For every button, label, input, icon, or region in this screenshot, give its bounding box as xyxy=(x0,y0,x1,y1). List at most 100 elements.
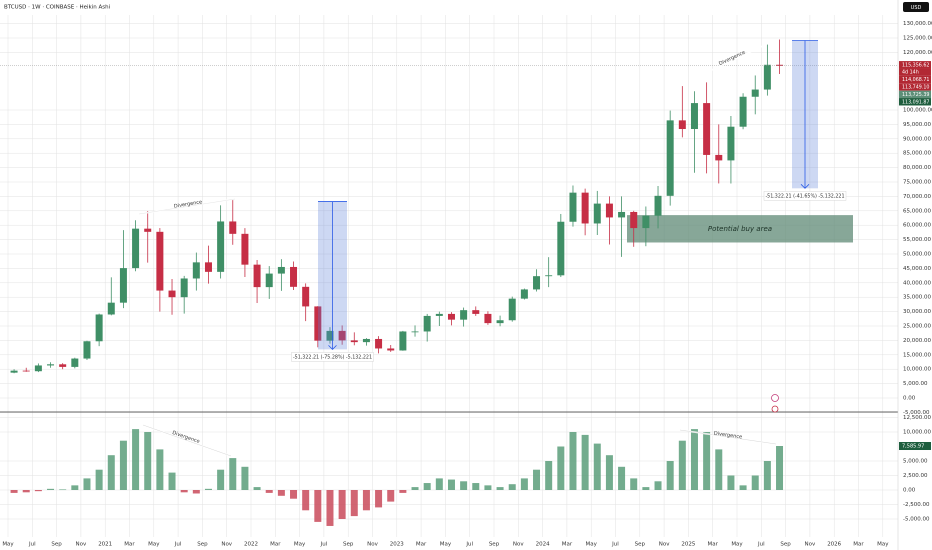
candle-body xyxy=(192,262,200,279)
histogram-bar xyxy=(751,475,759,490)
histogram-bar xyxy=(715,449,723,490)
candle-body xyxy=(533,276,541,290)
x-tick-label: Jul xyxy=(611,542,619,548)
candle-body xyxy=(460,310,468,320)
y-tick-label: 130,000.00 xyxy=(903,21,932,27)
candle-body xyxy=(95,314,103,342)
histogram-bar xyxy=(472,483,480,490)
histogram-bar xyxy=(618,466,626,490)
event-icon[interactable] xyxy=(771,405,779,413)
candle-body xyxy=(520,289,528,299)
x-tick-label: May xyxy=(877,542,889,548)
histogram-bar xyxy=(83,478,91,490)
candle-body xyxy=(168,290,176,298)
candle-body xyxy=(387,348,395,351)
histogram-bar xyxy=(156,449,164,490)
y-tick-label: 80,000.00 xyxy=(903,165,931,171)
candle-body xyxy=(484,313,492,324)
measure-label-box xyxy=(763,191,847,201)
price-marker-box xyxy=(899,68,931,76)
candle-body xyxy=(569,192,577,222)
price-marker-box xyxy=(899,83,931,91)
candle-body xyxy=(508,298,516,321)
y-tick-label: 2,500.00 xyxy=(903,473,928,479)
y-tick-label: 5,000.00 xyxy=(903,381,928,387)
y-tick-label: -5,000.00 xyxy=(903,517,930,523)
candle-body xyxy=(277,266,285,274)
histogram-bar xyxy=(411,487,419,490)
histogram-bar xyxy=(581,434,589,490)
x-tick-label: Nov xyxy=(513,542,524,548)
candle-body xyxy=(350,340,358,343)
histogram-bar xyxy=(375,490,383,508)
candle-body xyxy=(435,313,443,316)
x-tick-label: Sep xyxy=(197,542,208,548)
candle-body xyxy=(83,341,91,359)
y-tick-label: 10,000.00 xyxy=(903,430,931,436)
candle-body xyxy=(253,264,261,288)
histogram-bar xyxy=(739,485,747,490)
price-marker: 4d 14h xyxy=(902,70,919,76)
x-tick-label: Sep xyxy=(51,542,62,548)
candle-body xyxy=(447,313,455,320)
candle-body xyxy=(666,120,674,196)
y-tick-label: 60,000.00 xyxy=(903,223,931,229)
y-tick-label: 50,000.00 xyxy=(903,252,931,258)
event-icon[interactable] xyxy=(771,394,779,402)
candle-body xyxy=(593,203,601,224)
y-tick-label: 0.00 xyxy=(903,396,916,402)
candle-body xyxy=(654,195,662,216)
histogram-bar xyxy=(520,478,528,490)
histogram-bar xyxy=(34,490,42,492)
candle-body xyxy=(399,331,407,351)
candle-body xyxy=(326,330,334,341)
buy-zone xyxy=(627,215,853,243)
x-tick-label: Mar xyxy=(708,542,719,548)
candle-body xyxy=(156,231,164,291)
histogram-bar xyxy=(107,455,115,490)
histogram-bar xyxy=(654,481,662,490)
x-tick-label: Mar xyxy=(853,542,864,548)
candle-body xyxy=(703,103,711,155)
x-tick-label: May xyxy=(440,542,452,548)
x-tick-label: Sep xyxy=(780,542,791,548)
histogram-bar xyxy=(508,484,516,490)
y-tick-label: -2,500.00 xyxy=(903,502,930,508)
y-tick-label: 125,000.00 xyxy=(903,36,932,42)
candle-body xyxy=(581,192,589,224)
x-tick-label: 2025 xyxy=(681,542,695,548)
histogram-bar xyxy=(302,490,310,511)
candle-body xyxy=(10,370,18,373)
price-marker: 115,356.62 xyxy=(902,62,929,68)
candle-body xyxy=(144,228,152,232)
price-marker-box xyxy=(899,61,931,69)
candle-body xyxy=(217,221,225,272)
candle-body xyxy=(751,89,759,97)
y-tick-label: 25,000.00 xyxy=(903,324,931,330)
candle-body xyxy=(557,221,565,276)
chart-title: BTCUSD · 1W · COINBASE · Heikin Ashi xyxy=(4,5,111,11)
y-tick-label: 5,000.00 xyxy=(903,459,928,465)
candle-body xyxy=(642,215,650,229)
histogram-bar xyxy=(666,461,674,490)
candle-body xyxy=(119,268,127,303)
x-tick-label: Jul xyxy=(465,542,473,548)
y-tick-label: 15,000.00 xyxy=(903,352,931,358)
x-tick-label: May xyxy=(148,542,160,548)
histogram-bar xyxy=(95,469,103,490)
candle-body xyxy=(22,370,30,372)
candle-body xyxy=(763,64,771,90)
candle-body xyxy=(715,154,723,161)
candle-body xyxy=(423,315,431,332)
candle-body xyxy=(241,233,249,265)
histogram-bar xyxy=(350,490,358,517)
divergence-label: Divergence xyxy=(713,431,742,441)
price-marker-box xyxy=(899,90,931,99)
histogram-bar xyxy=(642,487,650,490)
candle-body xyxy=(545,275,553,277)
histogram-bar xyxy=(727,475,735,490)
candle-body xyxy=(739,96,747,127)
histogram-bar xyxy=(484,485,492,490)
candle-body xyxy=(678,120,686,130)
candle-body xyxy=(411,331,419,333)
